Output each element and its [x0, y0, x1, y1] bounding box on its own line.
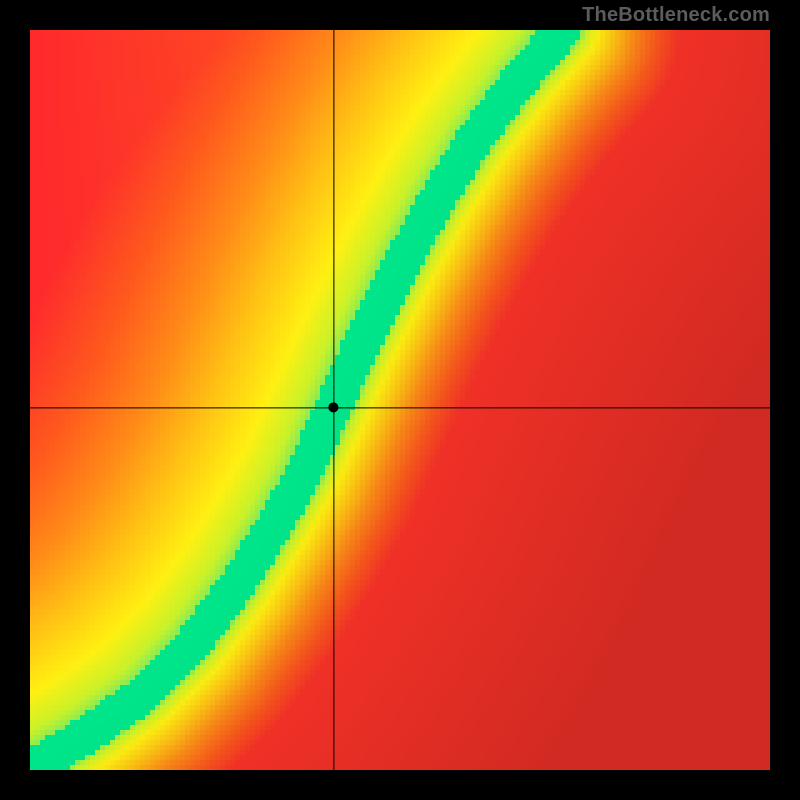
watermark-text: TheBottleneck.com	[582, 4, 770, 27]
heatmap-canvas	[0, 0, 800, 800]
chart-container: TheBottleneck.com	[0, 0, 800, 800]
